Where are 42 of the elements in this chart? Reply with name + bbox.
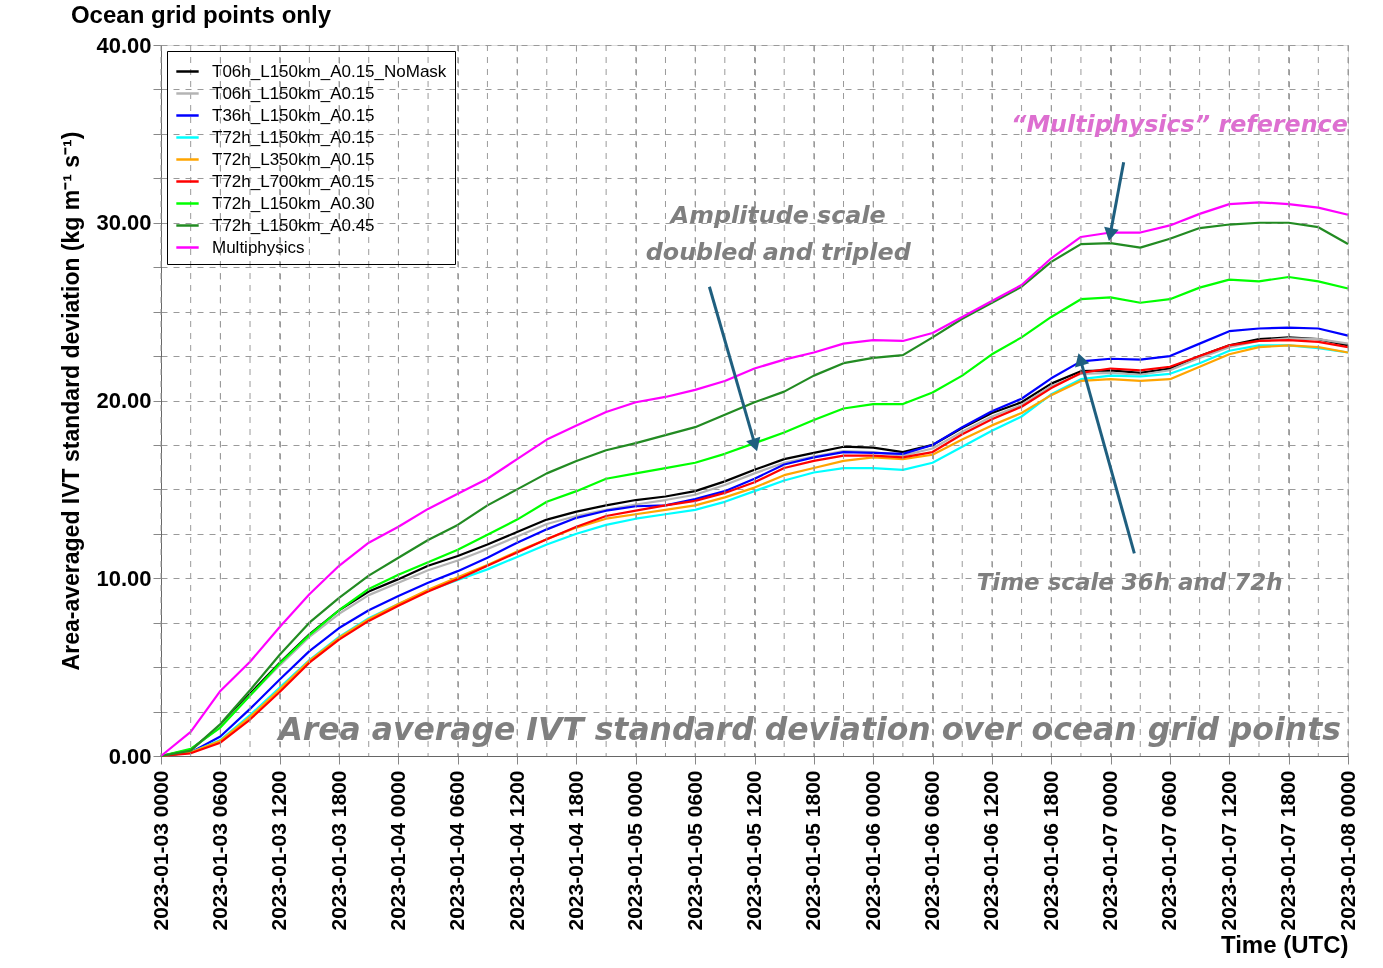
legend-label: T72h_L700km_A0.15	[212, 171, 375, 191]
annotation: Time scale 36h and 72h	[976, 569, 1283, 596]
x-tick-label: 2023-01-05 1200	[742, 770, 765, 931]
legend-label: T72h_L350km_A0.15	[212, 149, 375, 169]
legend-label: T06h_L150km_A0.15_NoMask	[212, 61, 447, 81]
y-tick-label: 20.00	[96, 388, 152, 413]
y-tick-label: 40.00	[96, 32, 152, 58]
x-tick-label: 2023-01-05 0600	[682, 770, 706, 931]
x-tick-label: 2023-01-06 0000	[860, 770, 884, 931]
x-tick-label: 2023-01-04 1800	[563, 770, 587, 931]
legend-label: Multiphysics	[212, 237, 305, 257]
x-tick-label: 2023-01-07 0000	[1098, 770, 1122, 931]
x-tick-label: 2023-01-03 0000	[148, 770, 172, 931]
y-axis-title: Area-averaged IVT standard deviation (kg m⁻¹ s⁻¹)	[58, 131, 85, 671]
x-tick-label: 2023-01-03 0600	[207, 770, 231, 931]
y-tick-label: 0.00	[108, 743, 152, 769]
x-tick-label: 2023-01-03 1800	[326, 770, 350, 931]
x-tick-label: 2023-01-07 1200	[1216, 770, 1240, 931]
x-tick-label: 2023-01-03 1200	[267, 770, 291, 931]
x-tick-label: 2023-01-06 1800	[1038, 770, 1062, 931]
legend-label: T72h_L150km_A0.30	[212, 193, 375, 213]
legend-label: T36h_L150km_A0.15	[212, 105, 375, 125]
annotation: “Multiphysics” reference	[1011, 109, 1348, 138]
x-tick-label: 2023-01-04 0600	[445, 770, 469, 931]
x-tick-label: 2023-01-07 1800	[1276, 770, 1300, 931]
x-tick-label: 2023-01-04 1200	[504, 770, 528, 931]
x-tick-label: 2023-01-06 1200	[979, 770, 1003, 931]
annotation: Amplitude scale doubled and tripled	[645, 200, 912, 267]
x-tick-label: 2023-01-05 0000	[623, 770, 647, 931]
x-tick-label: 2023-01-05 1800	[801, 770, 825, 931]
legend-label: T06h_L150km_A0.15	[212, 83, 375, 103]
x-tick-label: 2023-01-04 0000	[385, 770, 409, 931]
x-tick-label: 2023-01-08 0000	[1335, 770, 1359, 931]
y-tick-label: 10.00	[96, 565, 152, 591]
x-tick-label: 2023-01-07 0600	[1157, 770, 1181, 931]
x-tick-label: 2023-01-06 0600	[920, 770, 944, 931]
x-axis-title: Time (UTC)	[1220, 931, 1349, 959]
y-tick-label: 30.00	[96, 210, 152, 236]
chart-title: Ocean grid points only	[70, 1, 332, 28]
legend-label: T72h_L150km_A0.15	[212, 127, 375, 147]
legend-label: T72h_L150km_A0.45	[212, 215, 375, 235]
annotation: Area average IVT standard deviation over ocean grid points	[275, 711, 1341, 748]
